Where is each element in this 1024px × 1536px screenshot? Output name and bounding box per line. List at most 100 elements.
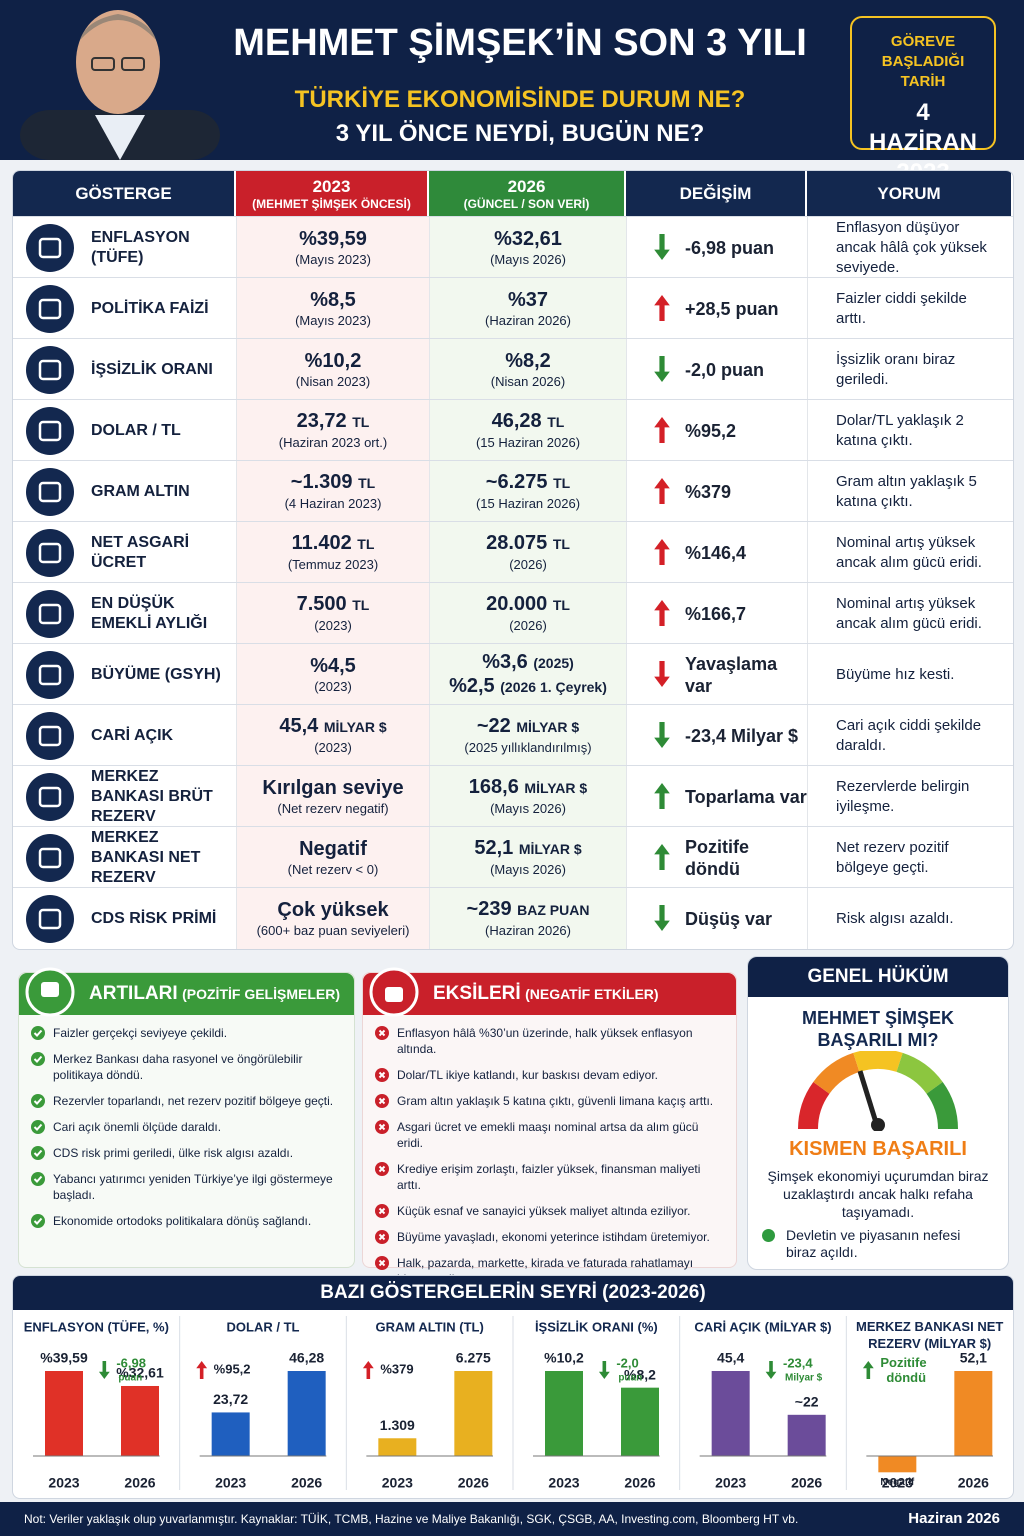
bullet [375,1120,389,1134]
table-cell: 45,4 MİLYAR $ (2023) [236,705,429,766]
table-cell: Gram altın yaklaşık 5 katına çıktı. [807,461,1013,522]
gauge-segment [926,1081,958,1130]
item-text: Asgari ücret ve emekli maaşı nominal art… [397,1120,699,1150]
item-text: Büyüme yavaşladı, ekonomi yeterince isti… [397,1230,710,1244]
icon-glyph [38,908,62,930]
annotation: -6,98 [116,1355,146,1370]
change: -23,4 Milyar $ [685,725,799,746]
value-note: (Mayıs 2023) [295,312,371,328]
value-main: ~6.275 [485,471,548,493]
bullet-mark [378,1165,386,1173]
x-tick-label: 2026 [291,1475,322,1491]
value-main: 11.402 [291,532,352,554]
table-cell: %39,59 (Mayıs 2023) [236,217,429,278]
value-line: %37 [508,289,548,312]
bullet-mark [33,1123,43,1131]
verdict-text: Şimşek ekonomiyi uçurumdan biraz uzaklaş… [767,1168,989,1220]
table-cell: 46,28 TL (15 Haziran 2026) [429,400,626,461]
bullet [375,1230,389,1244]
table-cell: %10,2 (Nisan 2023) [236,339,429,400]
value-label: 52,1 [960,1350,987,1366]
icon-glyph [38,298,62,320]
table-cell: İşsizlik oranı biraz geriledi. [807,339,1013,400]
trend-arrow [654,295,670,321]
list-sub: (POZİTİF GELİŞMELER) [182,986,340,1002]
table-cell: GRAM ALTIN [13,461,236,522]
value-line: ~239 BAZ PUAN [467,898,590,922]
value-note: (Mayıs 2026) [490,251,566,267]
trend-arrow [654,478,670,504]
value-label: 45,4 [717,1350,744,1366]
value-line: %32,61 [494,228,562,251]
item-text: Cari açık önemli ölçüde daraldı. [53,1120,222,1134]
charts-title: BAZI GÖSTERGELERİN SEYRİ (2023-2026) [13,1276,1013,1310]
value-note: (15 Haziran 2026) [475,496,581,511]
table-cell: ENFLASYON (TÜFE) [13,217,236,278]
bar [711,1371,750,1456]
badge: GÖREVE BAŞLADIĞI TARİH 4 HAZİRAN 2023 [850,16,996,186]
x-tick-label: 2026 [458,1475,489,1491]
table-cell: Nominal artış yüksek ancak alım gücü eri… [807,522,1013,583]
change: Yavaşlama var [685,653,778,696]
indicator-name: BÜYÜME (GSYH) [91,665,221,683]
subtitle2: 3 YIL ÖNCE NEYDİ, BUGÜN NE? [335,120,705,147]
value-line: %8,2 [505,350,551,373]
value-note: (Mayıs 2026) [490,801,566,816]
value-main: %10,2 [304,349,362,372]
comment: Nominal artış yüksek ancak alım gücü eri… [836,594,982,632]
table-cell: ~22 MİLYAR $ (2025 yıllıklandırılmış) [429,705,626,766]
value-note: (Haziran 2023 ort.) [278,435,388,450]
value-main: %3,6 [482,650,528,673]
list-item: CDS risk primi geriledi, ülke risk algıs… [31,1145,340,1161]
trend-arrow [654,417,670,443]
value-label: 6.275 [456,1350,491,1366]
comment: Cari açık ciddi şekilde daraldı. [836,716,982,754]
x-tick-label: 2026 [624,1475,655,1491]
table-row: İŞSİZLİK ORANI %10,2 (Nisan 2023) %8,2 (Nisa… [13,338,1013,400]
x-tick-label: 2023 [882,1475,913,1491]
arrow [654,478,670,504]
list-item: Ekonomide ortodoks politikalara dönüş sa… [31,1213,340,1229]
icon-circle [26,407,74,455]
item-text: Rezervler toparlandı, net rezerv pozitif… [53,1094,334,1108]
bullet-mark [378,1233,386,1241]
list-icon [25,967,75,1017]
value-line: 11.402 TL [292,532,375,556]
table-row: MERKEZ BANKASI BRÜT REZERV Kırılgan seviy… [13,765,1013,827]
list-item: Faizler gerçekçi seviyeye çekildi. [31,1025,340,1041]
value-unit: TL [352,597,370,613]
x-tick-label: 2023 [382,1475,413,1491]
gauge-segment [813,1052,860,1095]
table-cell: Nominal artış yüksek ancak alım gücü eri… [807,583,1013,644]
item-text: Ekonomide ortodoks politikalara dönüş sa… [53,1214,312,1228]
comment: Faizler ciddi şekilde arttı. [836,289,967,327]
annotation: Pozitife döndü [880,1355,926,1385]
value-unit: TL [552,597,570,613]
bullet [375,1162,389,1176]
change: %95,2 [685,420,737,441]
table-header-cell: GÖSTERGE [13,171,234,216]
arrow [654,722,670,748]
x-tick-label: 2023 [215,1475,246,1491]
item-text: Dolar/TL ikiye katlandı, kur baskısı dev… [397,1068,658,1082]
value-line: 46,28 TL [492,410,565,434]
trend-arrow [196,1361,208,1379]
value-main: Çok yüksek [277,898,389,921]
value-note: (Temmuz 2023) [287,557,379,572]
header-title: GÖSTERGE [75,183,172,203]
verdict-title: GENEL HÜKÜM [748,957,1008,997]
icon-glyph [41,982,59,997]
annotation-sub: Milyar $ [785,1373,823,1384]
table-cell: -6,98 puan [626,217,807,278]
table-cell: BÜYÜME (GSYH) [13,644,236,705]
indicator-name: MERKEZ BANKASI BRÜT REZERV [91,767,213,825]
table-cell: Risk algısı azaldı. [807,888,1013,949]
value-unit: MİLYAR $ [323,719,387,735]
value-unit: TL [552,536,570,552]
value-note: (Nisan 2026) [490,373,566,389]
footer: Not: Veriler yaklaşık olup yuvarlanmıştı… [0,1502,1024,1536]
bullet-mark [33,1097,43,1105]
value-label: %10,2 [544,1350,584,1366]
table-cell: Büyüme hız kesti. [807,644,1013,705]
value-label: ~22 [795,1394,819,1410]
